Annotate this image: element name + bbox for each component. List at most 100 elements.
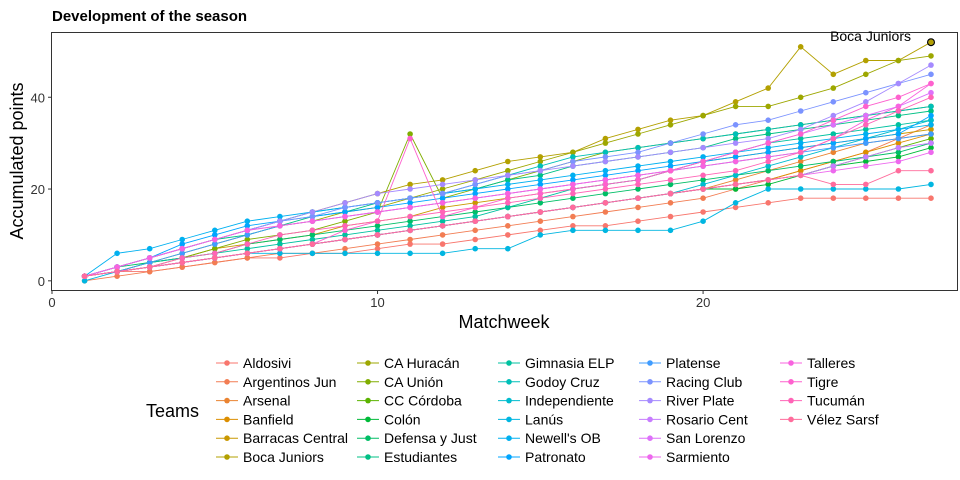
data-point <box>472 245 479 252</box>
data-point <box>928 80 934 87</box>
data-point <box>765 149 771 156</box>
data-point <box>700 186 706 192</box>
data-point <box>830 144 837 151</box>
data-point <box>472 195 479 201</box>
data-point <box>472 236 479 243</box>
data-point <box>146 255 153 261</box>
data-point <box>244 218 251 224</box>
data-point <box>212 236 218 243</box>
data-point <box>374 204 381 211</box>
data-point <box>407 186 413 192</box>
legend-label: Lanús <box>525 411 563 427</box>
data-point <box>667 177 674 183</box>
data-point <box>895 167 902 174</box>
data-point <box>342 209 348 215</box>
data-point <box>732 172 739 179</box>
data-point <box>635 186 641 192</box>
data-point <box>700 195 706 201</box>
data-point <box>895 122 902 128</box>
data-point <box>863 195 869 201</box>
data-point <box>212 245 218 252</box>
data-point <box>667 167 674 174</box>
data-point <box>407 236 413 243</box>
data-point <box>570 227 576 234</box>
data-point <box>700 135 706 142</box>
legend-label: Boca Juniors <box>243 449 324 465</box>
data-point <box>439 186 446 192</box>
data-point <box>830 140 837 146</box>
legend-label: River Plate <box>666 393 735 409</box>
data-point <box>439 209 446 215</box>
data-point <box>342 232 348 238</box>
data-point <box>830 131 837 137</box>
data-point <box>146 259 153 266</box>
data-point <box>81 278 88 284</box>
data-point <box>472 177 479 183</box>
legend-label: Colón <box>384 411 421 427</box>
data-point <box>732 186 739 192</box>
data-point <box>765 140 771 146</box>
data-point <box>277 250 283 257</box>
legend-key-point <box>788 379 794 385</box>
data-point <box>863 126 869 133</box>
data-point <box>863 71 869 78</box>
data-point <box>374 190 381 197</box>
data-point <box>505 223 511 229</box>
data-point <box>602 135 609 142</box>
legend-key-point <box>365 416 371 423</box>
data-point <box>765 177 771 183</box>
data-point <box>732 135 739 142</box>
data-point <box>895 126 902 133</box>
data-point <box>797 154 804 160</box>
legend-label: Platense <box>666 355 721 371</box>
legend-label: Argentinos Jun <box>243 374 336 390</box>
legend-label: Rosario Cent <box>666 411 748 427</box>
legend-key-point <box>365 454 371 460</box>
data-point <box>797 186 804 192</box>
data-point <box>667 117 674 123</box>
data-point <box>928 140 934 146</box>
data-point <box>732 131 739 137</box>
legend-key-point <box>506 360 512 366</box>
legend-label: CA Unión <box>384 374 443 390</box>
data-point <box>537 190 544 197</box>
data-point <box>863 186 869 192</box>
data-point <box>309 236 316 243</box>
data-point <box>472 204 479 211</box>
data-point <box>537 167 544 174</box>
data-point <box>179 250 185 257</box>
data-point <box>863 140 869 146</box>
data-point <box>374 250 381 257</box>
data-point <box>928 62 934 68</box>
data-point <box>928 149 934 156</box>
data-point <box>602 227 609 234</box>
data-point <box>602 177 609 183</box>
data-point <box>472 190 479 197</box>
data-point <box>277 213 283 220</box>
data-point <box>179 236 185 243</box>
data-point <box>212 232 218 238</box>
data-point <box>765 131 771 137</box>
data-point <box>602 200 609 206</box>
data-point <box>505 213 511 220</box>
data-point <box>309 218 316 224</box>
data-point <box>667 190 674 197</box>
legend-key-point <box>788 416 794 423</box>
data-point <box>797 144 804 151</box>
legend: Aldosivi Argentinos Jun Arsenal Banfield Bar… <box>216 355 879 465</box>
data-point <box>537 177 544 183</box>
data-point <box>928 89 934 96</box>
axis-ticks-layer: 0 10 20 0 20 40 <box>31 90 711 310</box>
data-point <box>928 131 934 137</box>
legend-label: Newell's OB <box>525 430 601 446</box>
data-point <box>830 99 837 105</box>
data-point <box>602 154 609 160</box>
data-point <box>342 227 348 234</box>
legend-key-point <box>647 435 653 442</box>
legend-label: Godoy Cruz <box>525 374 600 390</box>
data-point <box>928 53 934 59</box>
data-point <box>928 181 934 188</box>
data-point <box>700 209 706 215</box>
data-point <box>863 158 869 165</box>
data-point <box>765 135 771 142</box>
